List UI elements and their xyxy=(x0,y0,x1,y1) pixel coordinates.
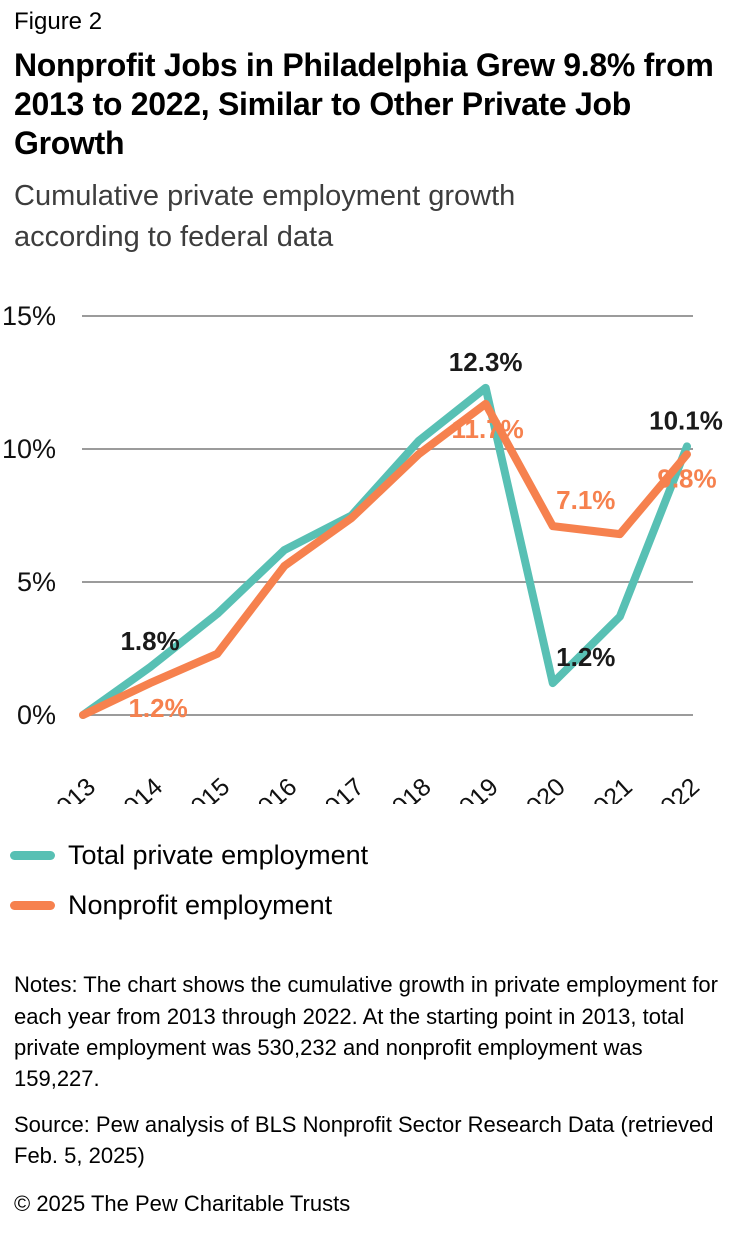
data-point-label: 1.2% xyxy=(128,693,187,723)
x-axis-tick-label: 2015 xyxy=(175,773,235,804)
source-text: Source: Pew analysis of BLS Nonprofit Se… xyxy=(14,1112,714,1169)
total-private-line-swatch xyxy=(10,851,55,861)
data-point-label: 1.2% xyxy=(556,642,615,672)
y-axis-tick-label: 5% xyxy=(17,567,56,597)
legend-label: Total private employment xyxy=(68,840,369,871)
chart-footnotes: Notes: The chart shows the cumulative gr… xyxy=(0,969,732,1219)
page-subtitle: Cumulative private employment growth acc… xyxy=(14,180,516,253)
notes-text: Notes: The chart shows the cumulative gr… xyxy=(14,972,718,1091)
legend-item-total-private: Total private employment xyxy=(10,840,732,871)
legend-label: Nonprofit employment xyxy=(68,890,333,921)
copyright-text: © 2025 The Pew Charitable Trusts xyxy=(14,1190,351,1216)
nonprofit-line-swatch xyxy=(10,901,55,911)
chart-legend: Total private employment Nonprofit emplo… xyxy=(10,840,732,921)
x-axis-tick-label: 2020 xyxy=(511,773,571,804)
series-line-nonprofit xyxy=(79,400,691,720)
x-axis-tick-label: 2022 xyxy=(645,773,705,804)
x-axis-tick-label: 2018 xyxy=(376,773,436,804)
legend-item-nonprofit: Nonprofit employment xyxy=(10,890,732,921)
x-axis-tick-label: 2021 xyxy=(578,773,638,804)
y-axis-tick-label: 0% xyxy=(17,700,56,730)
page-title: Nonprofit Jobs in Philadelphia Grew 9.8%… xyxy=(14,47,714,162)
data-point-label: 11.7% xyxy=(452,414,524,444)
employment-growth-line-chart: 15%10%5%0%2013 2014 2015 2016 2017 2018 2019 20… xyxy=(2,301,723,804)
y-axis-tick-label: 15% xyxy=(2,301,56,331)
series-line-total xyxy=(79,384,691,720)
x-axis-tick-label: 2013 xyxy=(41,773,101,804)
data-point-label: 7.1% xyxy=(556,485,615,515)
x-axis-tick-label: 2016 xyxy=(242,773,302,804)
data-point-label: 9.8% xyxy=(657,464,716,494)
data-point-label: 10.1% xyxy=(649,406,723,436)
data-point-label: 1.8% xyxy=(120,626,179,656)
x-axis-tick-label: 2014 xyxy=(108,773,168,804)
x-axis-tick-label: 2019 xyxy=(444,773,504,804)
x-axis-tick-label: 2017 xyxy=(309,773,369,804)
figure-label: Figure 2 xyxy=(14,8,103,35)
chart-header: Figure 2 Nonprofit Jobs in Philadelphia … xyxy=(0,0,732,257)
y-axis-tick-label: 10% xyxy=(2,434,56,464)
data-point-label: 12.3% xyxy=(449,347,523,377)
